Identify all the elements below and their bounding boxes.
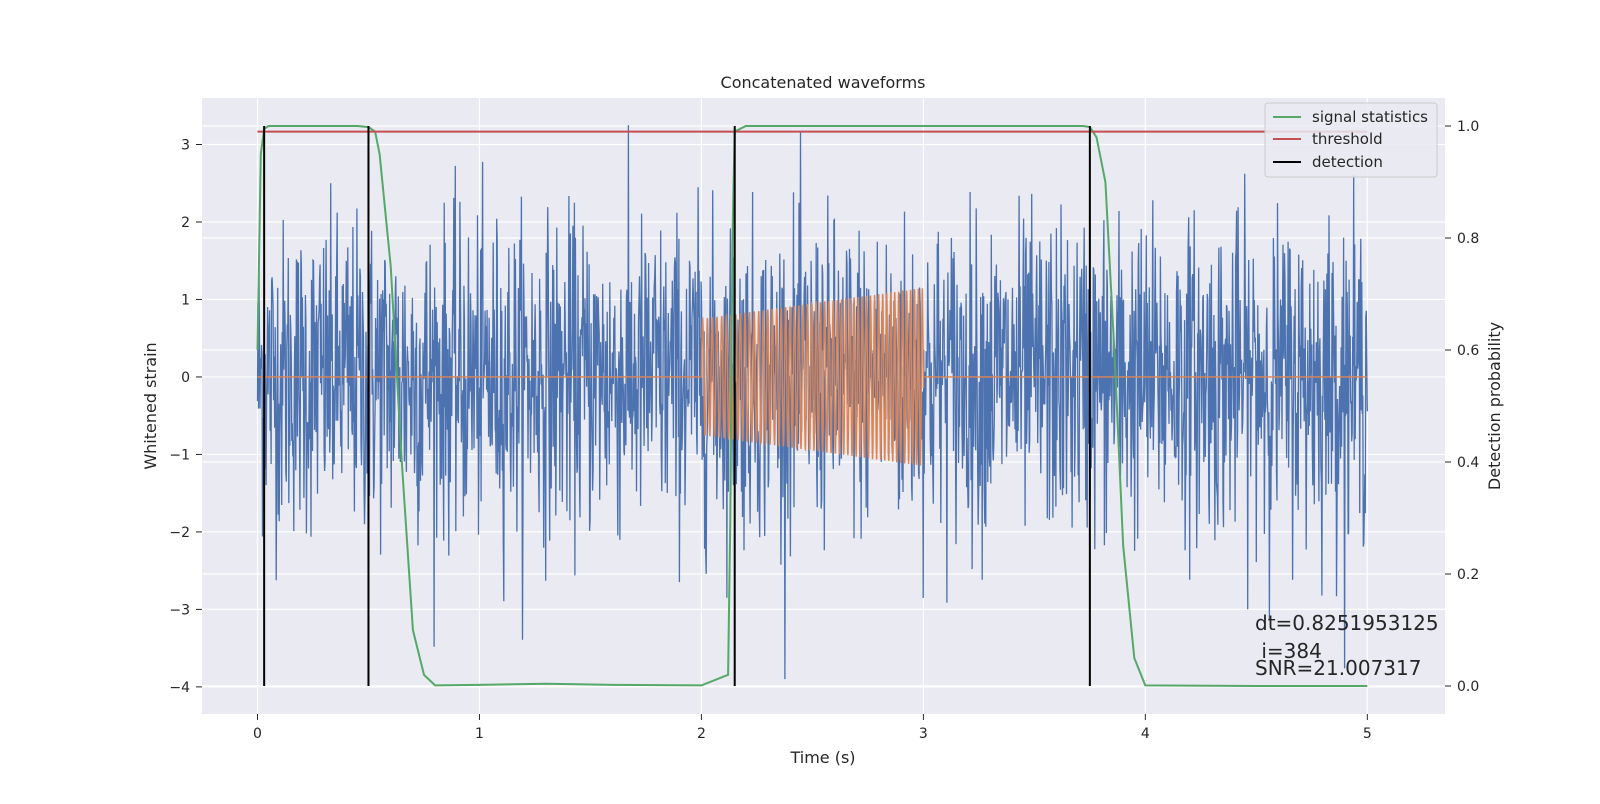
legend-box (1264, 102, 1438, 178)
chart-title: Concatenated waveforms (721, 73, 926, 92)
y2-tick-label: 0.2 (1457, 567, 1479, 583)
x-tick-label: 5 (1363, 726, 1372, 742)
y-tick-label: 3 (181, 137, 190, 153)
y-axis-label: Whitened strain (141, 342, 160, 469)
y-tick-label: 2 (181, 215, 190, 231)
x-tick-label: 1 (475, 726, 484, 742)
y2-axis-label: Detection probability (1485, 322, 1504, 490)
y2-tick-label: 0.0 (1457, 679, 1479, 695)
series-signal-statistics-line (256, 125, 1368, 687)
y-tick-label: 1 (181, 292, 190, 308)
annotation-index: i=384 (1255, 639, 1322, 663)
annotations: dt=0.8251953125 i=384 SNR=21.007317 (1255, 611, 1439, 680)
x-tick-label: 0 (253, 726, 262, 742)
legend-label-signal-statistics: signal statistics (1312, 108, 1428, 126)
y2-tick-label: 0.4 (1457, 455, 1479, 471)
x-axis-label: Time (s) (789, 748, 855, 767)
legend: signal statistics threshold detection (1264, 102, 1438, 178)
annotation-dt: dt=0.8251953125 (1255, 611, 1439, 635)
y-tick-label: 0 (181, 370, 190, 386)
legend-label-threshold: threshold (1312, 130, 1383, 148)
x-tick-label: 4 (1141, 726, 1150, 742)
series-chirp-line (257, 288, 1368, 466)
y2-tick-label: 1.0 (1457, 119, 1479, 135)
x-tick-label: 2 (697, 726, 706, 742)
annotation-snr: SNR=21.007317 (1255, 656, 1421, 680)
y2-tick-label: 0.8 (1457, 231, 1479, 247)
y-tick-label: −4 (169, 680, 190, 696)
axes-layer: 0 1 2 3 4 5 −4 −3 −2 −1 0 1 2 3 0.0 0.2 0.4 0.6 0.8 1.0 (169, 119, 1479, 742)
legend-label-detection: detection (1312, 153, 1383, 171)
series-layer (256, 125, 1368, 687)
y2-tick-label: 0.6 (1457, 343, 1479, 359)
y-tick-label: −2 (169, 525, 190, 541)
y-tick-label: −3 (169, 602, 190, 618)
y-tick-label: −1 (169, 447, 190, 463)
x-tick-label: 3 (919, 726, 928, 742)
